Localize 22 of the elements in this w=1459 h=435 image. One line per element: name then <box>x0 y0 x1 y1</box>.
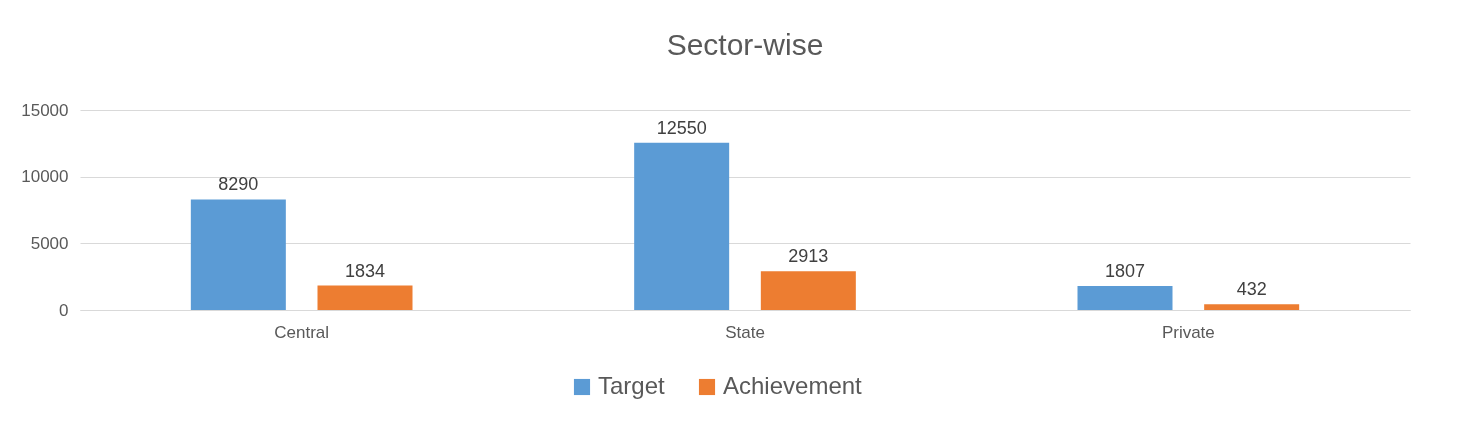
x-tick-label: Private <box>1161 322 1215 342</box>
y-tick-label: 0 <box>59 300 69 320</box>
bar <box>317 285 413 310</box>
bar <box>1204 304 1300 310</box>
bar <box>760 271 856 310</box>
y-tick-label: 15000 <box>21 100 69 120</box>
data-label: 2913 <box>788 246 829 267</box>
bar <box>190 199 286 310</box>
bar <box>1077 285 1173 310</box>
y-tick-label: 10000 <box>21 167 69 187</box>
data-label: 12550 <box>656 117 707 138</box>
legend-label: Achievement <box>723 372 863 399</box>
x-tick-label: Central <box>274 322 330 342</box>
data-label: 432 <box>1236 279 1267 300</box>
data-label: 1807 <box>1104 260 1146 281</box>
x-tick-label: State <box>725 322 765 342</box>
data-label: 8290 <box>218 174 259 195</box>
bar <box>634 142 730 310</box>
legend-label: Target <box>598 372 666 399</box>
y-tick-label: 5000 <box>30 233 69 253</box>
chart-title: Sector-wise <box>666 28 824 61</box>
data-label: 1834 <box>344 260 386 281</box>
